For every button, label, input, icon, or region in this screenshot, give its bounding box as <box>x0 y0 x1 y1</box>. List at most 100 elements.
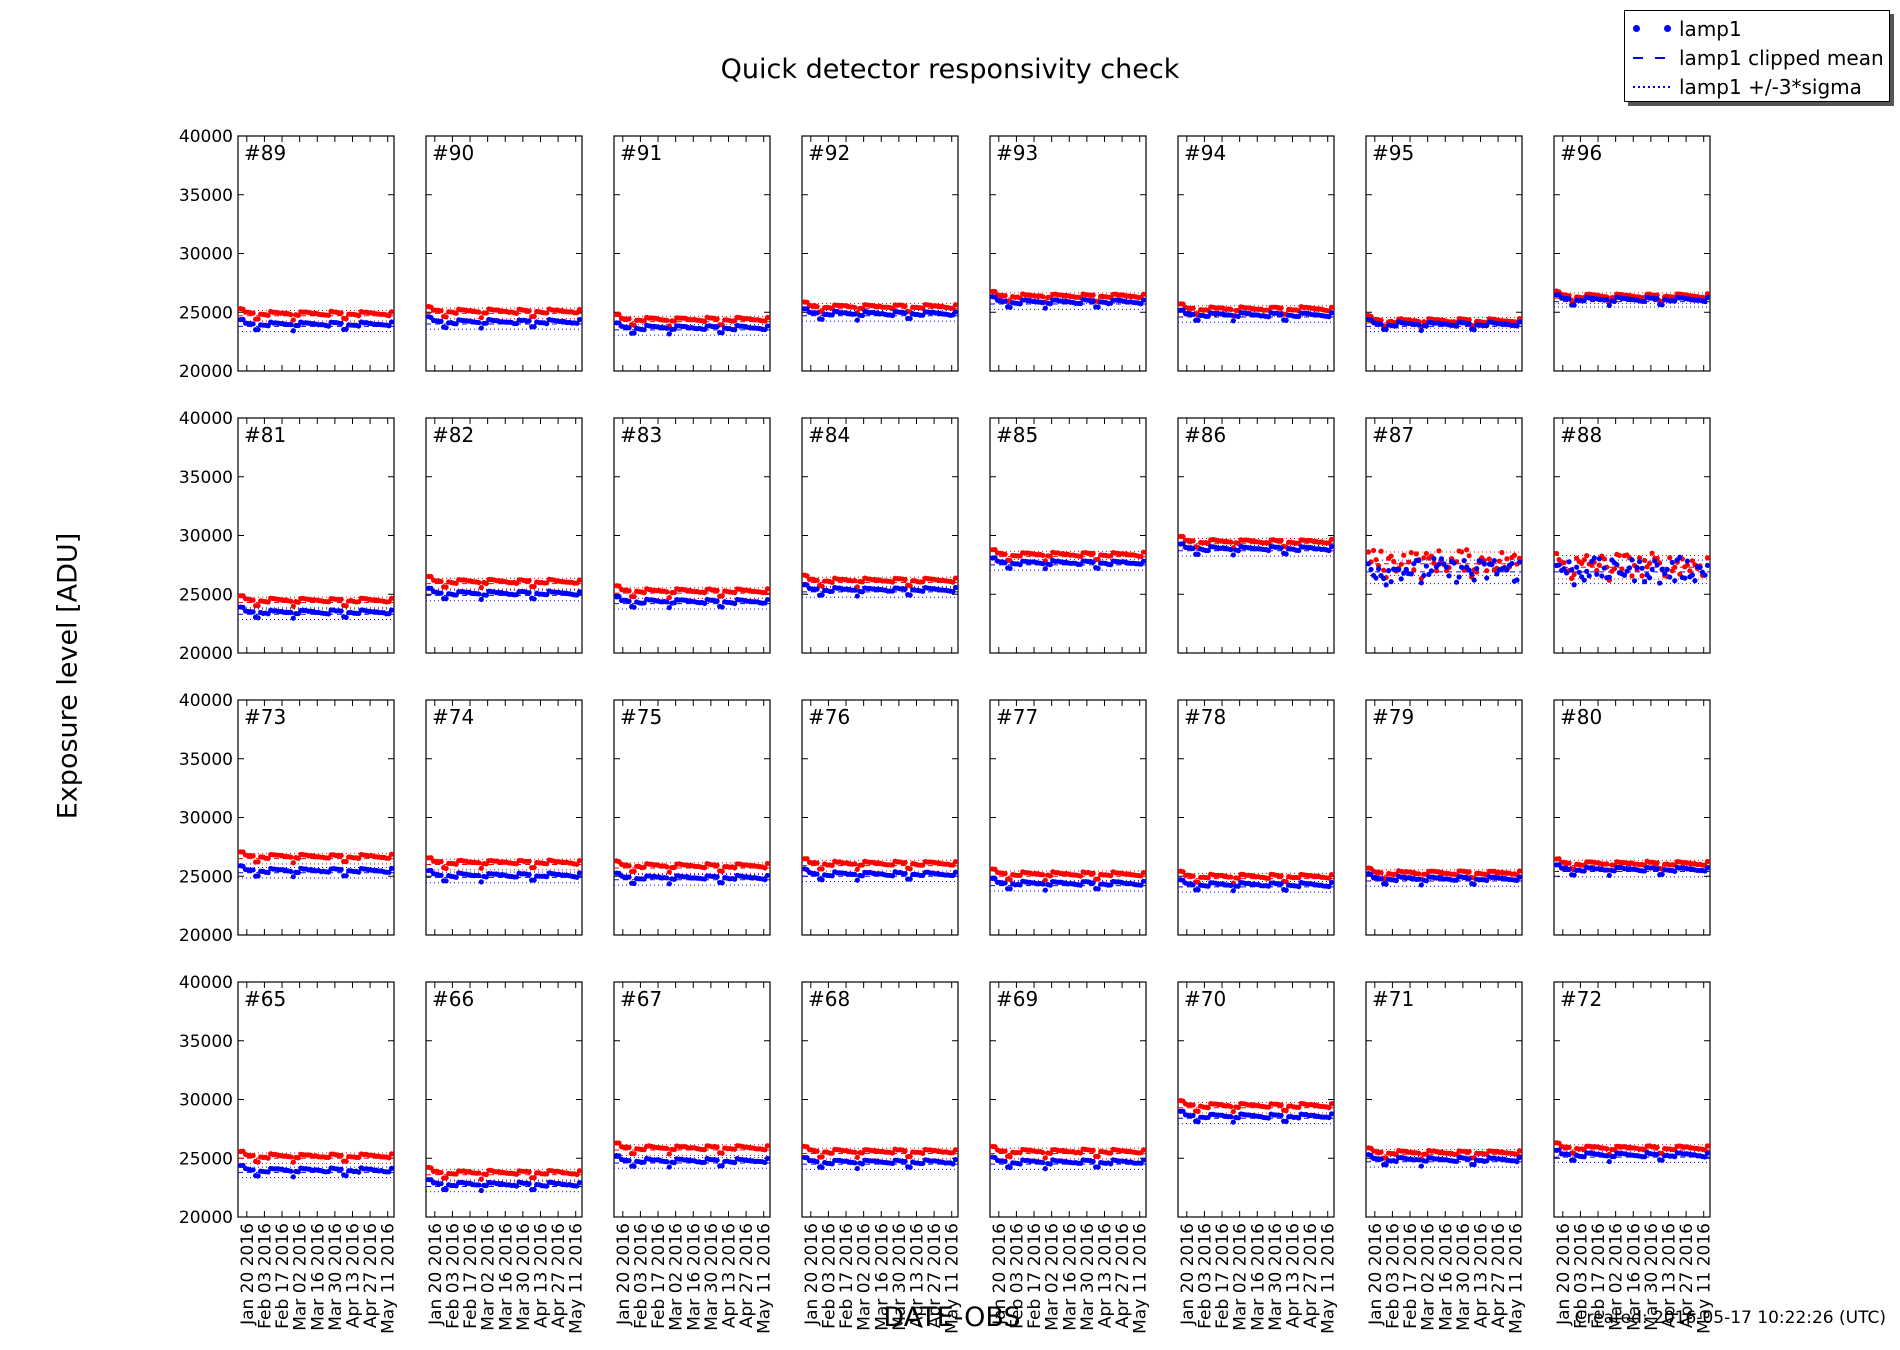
panel-label: #88 <box>1560 423 1602 447</box>
data-point-red <box>1138 553 1144 560</box>
subplot-panel: 20000 25000 30000 35000 40000 #81 <box>179 409 395 664</box>
data-point-lamp1 <box>854 1165 860 1172</box>
data-point-lamp1 <box>1659 566 1665 572</box>
data-point-red <box>1704 555 1711 561</box>
data-point-red <box>1235 1104 1241 1111</box>
data-point-lamp1 <box>388 1165 395 1171</box>
x-tick-label: Feb 17 2016 <box>837 1223 857 1329</box>
data-point-red <box>295 599 301 605</box>
data-point-red <box>1641 557 1648 564</box>
x-tick-label: Feb 17 2016 <box>649 1223 669 1329</box>
data-point-red <box>1278 537 1284 544</box>
data-point-lamp1 <box>1296 884 1302 890</box>
data-point-lamp1 <box>290 874 296 880</box>
data-point-lamp1 <box>1466 567 1472 573</box>
panel-label: #77 <box>996 705 1038 729</box>
data-point-red <box>388 1151 395 1157</box>
data-point-lamp1 <box>1659 871 1665 877</box>
data-point-lamp1 <box>1190 1112 1196 1119</box>
data-point-lamp1 <box>666 881 672 887</box>
data-point-lamp1 <box>476 872 482 879</box>
panel-label: #81 <box>244 423 286 447</box>
data-point-lamp1 <box>1047 1161 1053 1167</box>
data-point-lamp1 <box>1017 882 1023 888</box>
data-point-red <box>1436 548 1442 554</box>
data-point-red <box>732 590 738 596</box>
data-point-lamp1 <box>1461 557 1467 564</box>
data-point-red <box>907 866 913 872</box>
data-point-red <box>819 1154 825 1160</box>
data-point-red <box>531 583 537 590</box>
data-point-lamp1 <box>531 1186 537 1193</box>
data-point-lamp1 <box>1581 577 1587 583</box>
data-point-lamp1 <box>819 316 825 322</box>
data-point-lamp1 <box>1664 566 1670 573</box>
data-point-lamp1 <box>453 321 459 327</box>
panel-label: #78 <box>1184 705 1226 729</box>
x-tick-label: Jan 20 2016 <box>238 1223 258 1326</box>
data-point-red <box>701 318 708 325</box>
data-point-lamp1 <box>814 310 820 316</box>
y-tick-label: 20000 <box>179 644 233 664</box>
data-point-red <box>438 578 444 585</box>
data-point-lamp1 <box>1195 1119 1201 1125</box>
data-point-lamp1 <box>576 316 583 323</box>
data-point-lamp1 <box>852 311 858 317</box>
data-point-lamp1 <box>1641 868 1648 874</box>
data-point-red <box>1040 1149 1046 1156</box>
data-point-lamp1 <box>295 869 301 876</box>
data-point-lamp1 <box>1383 881 1389 887</box>
data-point-lamp1 <box>338 1166 344 1172</box>
data-point-red <box>764 314 771 321</box>
data-point-lamp1 <box>701 1159 708 1165</box>
panel-label: #90 <box>432 141 474 165</box>
data-point-lamp1 <box>907 592 913 598</box>
data-point-red <box>1230 1108 1236 1115</box>
data-point-lamp1 <box>1604 867 1610 873</box>
data-point-red <box>388 595 395 602</box>
data-point-red <box>1411 567 1417 573</box>
subplot-panel: #80 <box>1553 699 1711 936</box>
data-point-lamp1 <box>1451 560 1457 566</box>
data-point-lamp1 <box>1563 570 1570 576</box>
data-point-lamp1 <box>714 1157 720 1163</box>
data-point-red <box>1416 871 1422 877</box>
data-point-lamp1 <box>1108 1161 1114 1167</box>
data-point-lamp1 <box>1641 579 1648 585</box>
data-point-red <box>1190 1102 1196 1108</box>
data-point-red <box>1090 870 1096 877</box>
data-point-red <box>1047 873 1053 879</box>
data-point-red <box>1594 567 1600 574</box>
data-point-red <box>626 316 632 322</box>
data-point-lamp1 <box>443 878 449 884</box>
data-point-red <box>920 1150 926 1157</box>
data-point-red <box>1140 1147 1147 1153</box>
data-point-red <box>1484 568 1490 574</box>
data-point-red <box>852 304 858 311</box>
data-point-lamp1 <box>631 604 637 610</box>
data-point-lamp1 <box>1265 547 1272 554</box>
data-point-lamp1 <box>255 873 261 879</box>
subplot-frame <box>989 699 1147 936</box>
data-point-lamp1 <box>1514 577 1520 583</box>
data-point-lamp1 <box>762 877 768 883</box>
data-point-lamp1 <box>1283 1118 1289 1125</box>
data-point-lamp1 <box>920 1160 926 1167</box>
panel-label: #73 <box>244 705 286 729</box>
data-point-red <box>819 583 825 589</box>
data-point-lamp1 <box>574 320 580 326</box>
subplot-frame <box>989 981 1147 1218</box>
data-point-lamp1 <box>1228 312 1234 318</box>
data-point-lamp1 <box>1328 543 1335 550</box>
subplot-frame <box>989 135 1147 372</box>
data-point-lamp1 <box>1594 571 1600 577</box>
data-point-red <box>814 303 820 310</box>
data-point-red <box>1180 534 1186 540</box>
data-point-red <box>829 1150 835 1156</box>
x-tick-label: May 11 2016 <box>943 1223 963 1334</box>
data-point-red <box>1416 1150 1422 1156</box>
panel-label: #95 <box>1372 141 1414 165</box>
data-point-red <box>1370 547 1377 554</box>
data-point-red <box>902 303 908 309</box>
